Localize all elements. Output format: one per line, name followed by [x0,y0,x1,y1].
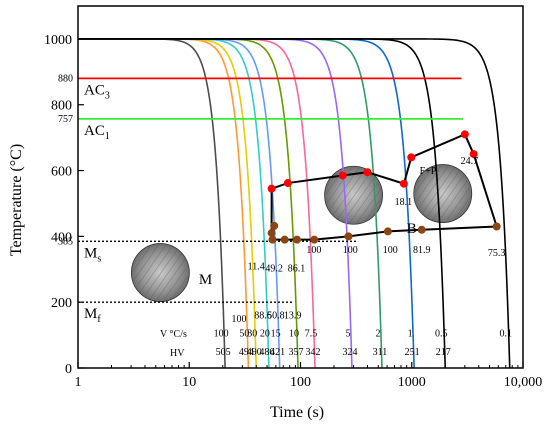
bainite-finish-point-0 [267,229,276,238]
rate-label-0.1: 0.1 [499,329,512,340]
micrograph-texture-martensite [131,243,190,302]
y-tick-label-0: 0 [65,362,72,377]
y-tick-label-800: 800 [51,99,72,114]
bainite-finish-point-6 [344,232,353,241]
bainite-start-point-0 [267,184,276,193]
fraction-label-8: 100 [343,245,358,256]
fraction-label-13: 24.7 [461,156,479,167]
fraction-label-6: 86.1 [288,264,306,275]
bainite-start-point-1 [283,179,292,188]
fraction-label-11: 75.3 [488,248,506,259]
bainite-finish-point-1 [270,221,279,230]
hv-label-2: 311 [373,347,388,358]
phase-label-FP: F+P [420,166,437,177]
hv-label-5: 324 [342,347,357,358]
fraction-label-9: 100 [383,245,398,256]
rate-label-1: 1 [408,329,413,340]
fraction-label-3: 13.9 [284,311,302,322]
hv-label-100: 505 [216,347,231,358]
label-AC1: AC1 [84,123,110,142]
rate-label-50: 50 [239,329,249,340]
fraction-label-4: 11.4 [248,261,265,272]
y-axis-title: Temperature (°C) [8,144,25,256]
y-tick-label-400: 400 [51,230,72,245]
bainite-start-point-7 [469,150,478,159]
connector-1 [472,153,498,227]
fraction-label-1: 88.6 [254,311,272,322]
value-label-AC1: 757 [58,114,73,125]
fraction-label-12: 18.1 [395,197,413,208]
rate-label-7.5: 7.5 [305,329,318,340]
hv-label-7.5: 342 [305,347,320,358]
fraction-label-7: 100 [306,245,321,256]
fraction-label-0: 100 [231,314,246,325]
phase-label-M: M [199,272,212,288]
label-Mf: Mf [84,306,101,325]
micrograph-texture-bainite-2 [413,164,472,223]
bainite-finish-point-3 [280,235,289,244]
bainite-finish-point-4 [292,235,301,244]
label-Ms: Ms [84,245,101,264]
value-label-AC3: 880 [58,73,73,84]
y-tick-label-600: 600 [51,165,72,180]
value-label-Ms: 385 [58,236,73,247]
rate-label-30: 30 [247,329,257,340]
rate-label-2: 2 [375,329,380,340]
fraction-label-10: 81.9 [413,245,431,256]
bainite-finish-point-7 [383,227,392,236]
x-tick-label-10000: 10,000 [504,375,543,390]
micrograph-layer [130,164,473,302]
cooling-curve-5 [78,38,353,369]
fraction-label-2: 50.8 [267,311,285,322]
bainite-start-point-2 [338,171,347,180]
x-axis-title: Time (s) [270,404,324,421]
cooling-curve-0.1 [78,38,511,369]
rate-label-100: 100 [214,329,229,340]
fraction-label-5: 49.2 [265,264,283,275]
bainite-start-point-3 [363,168,372,177]
bainite-start-point-4 [399,179,408,188]
transformation-lines [267,130,501,244]
bainite-start-point-6 [460,130,469,139]
bainite-finish-point-8 [417,225,426,234]
bainite-start-line [271,133,475,190]
rate-label-20: 20 [260,329,270,340]
x-tick-label-10: 10 [182,375,196,390]
hv-label-30: 490 [247,347,262,358]
rate-row-label: V °C/s [160,329,187,340]
x-tick-label-100: 100 [290,375,311,390]
hv-label-50: 494 [239,347,254,358]
x-tick-label-1000: 1000 [398,375,426,390]
micrograph-texture-bainite-1 [324,166,383,225]
rate-label-0.5: 0.5 [435,329,448,340]
hv-row-label: HV [170,348,185,359]
bainite-finish-point-9 [492,222,501,231]
bainite-finish-point-2 [268,235,277,244]
axes: 1 10 100 1000 10,000 0 200 400 600 800 1000 [44,5,543,390]
hv-label-20: 486 [259,347,274,358]
x-tick-label-1: 1 [75,375,82,390]
rate-label-5: 5 [345,329,350,340]
label-AC3: AC3 [84,82,110,101]
bainite-start-point-5 [407,153,416,162]
hv-label-10: 357 [289,347,304,358]
hv-label-0.5: 217 [436,347,451,358]
hv-label-1: 251 [405,347,420,358]
hv-label-15: 421 [270,347,285,358]
rate-label-15: 15 [271,329,281,340]
y-tick-label-200: 200 [51,296,72,311]
phase-label-B: B [407,221,417,237]
y-tick-label-1000: 1000 [44,33,72,48]
bainite-finish-point-5 [310,235,319,244]
rate-label-10: 10 [289,329,299,340]
